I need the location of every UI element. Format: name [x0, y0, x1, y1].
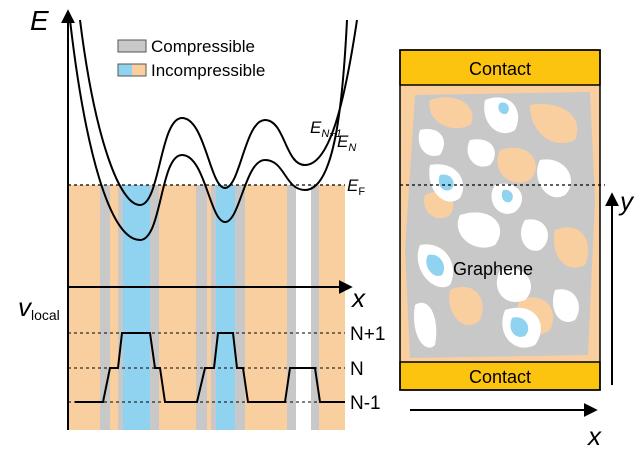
- contact-label: Contact: [469, 59, 531, 79]
- legend-swatch: [118, 40, 146, 52]
- legend-label: Compressible: [151, 37, 255, 56]
- legend-swatch: [118, 64, 132, 76]
- level-label: EF: [347, 176, 365, 198]
- legend-swatch: [132, 64, 146, 76]
- filling-label: N-1: [350, 393, 381, 414]
- sample-label: Graphene: [453, 259, 533, 279]
- legend-label: Incompressible: [151, 61, 265, 80]
- filling-label: N+1: [350, 324, 385, 345]
- axis-label: x: [350, 283, 366, 313]
- stripes: [68, 185, 345, 430]
- axis-label: x: [586, 421, 602, 451]
- axis-label: vlocal: [18, 292, 60, 323]
- level-label: EN: [337, 132, 356, 154]
- axis-label: E: [30, 5, 49, 36]
- axis-label: y: [618, 186, 635, 216]
- contact-label: Contact: [469, 367, 531, 387]
- sample: [400, 85, 600, 362]
- diagram: Compressible Incompressible E x vlocal E…: [0, 0, 644, 452]
- filling-label: N: [350, 359, 364, 380]
